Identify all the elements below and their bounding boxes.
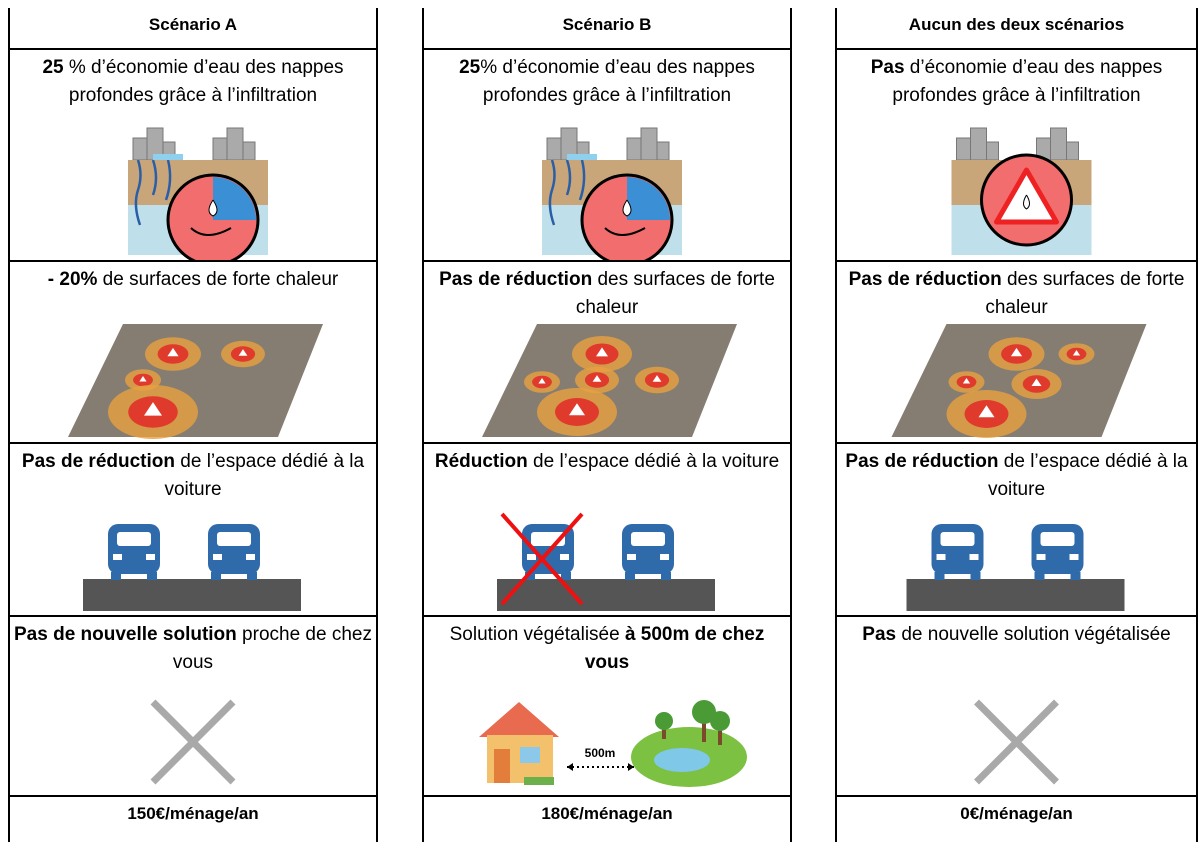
criterion-cell: Pas de réduction de l’espace dédié à la …	[837, 442, 1196, 615]
criterion-cell: Pas de nouvelle solution végétalisée	[837, 615, 1196, 795]
illustration	[906, 524, 1125, 611]
text-run: de l’espace dédié à la voiture	[164, 451, 365, 500]
criterion-cell: Réduction de l’espace dédié à la voiture	[424, 442, 790, 615]
text-run: 25	[459, 57, 481, 78]
text-run: de surfaces de forte chaleur	[97, 269, 339, 290]
text-run: Pas	[870, 57, 905, 78]
text-run: Pas de réduction	[845, 451, 999, 472]
cell-text: Pas de réduction de l’espace dédié à la …	[14, 448, 372, 504]
text-run: % d’économie d’eau des nappes profondes …	[63, 57, 344, 106]
criterion-cell: Pas de réduction des surfaces de forte c…	[837, 260, 1196, 442]
criterion-cell: Pas de nouvelle solution proche de chez …	[10, 615, 376, 795]
illustration	[974, 699, 1059, 785]
criterion-cell: 25% d’économie d’eau des nappes profonde…	[424, 48, 790, 262]
cell-text: Solution végétalisée à 500m de chez vous	[428, 621, 786, 677]
illustration	[891, 324, 1147, 438]
text-run: proche de chez vous	[172, 624, 372, 673]
criterion-cell: Pas d’économie d’eau des nappes profonde…	[837, 48, 1196, 260]
scenario-column: Scénario B 25% d’économie d’eau des nappe…	[422, 8, 792, 842]
text-run: 25	[42, 57, 64, 78]
text-run: d’économie d’eau des nappes profondes gr…	[892, 57, 1163, 106]
illustration	[128, 127, 268, 262]
illustration	[497, 512, 715, 611]
criterion-cell: Pas de réduction des surfaces de forte c…	[424, 260, 790, 442]
text-run: Pas	[862, 624, 897, 645]
illustration: 500m	[479, 700, 747, 787]
cell-text: 25% d’économie d’eau des nappes profonde…	[428, 54, 786, 110]
cell-text: Réduction de l’espace dédié à la voiture	[428, 448, 786, 476]
illustration	[68, 324, 323, 439]
illustration	[83, 524, 301, 611]
text-run: Solution végétalisée	[449, 624, 625, 645]
cost-cell: 150€/ménage/an	[10, 795, 376, 855]
column-header: Scénario A	[148, 15, 238, 34]
criterion-cell: - 20% de surfaces de forte chaleur	[10, 260, 376, 442]
illustration	[951, 127, 1092, 255]
scenario-column: Aucun des deux scénarios Pas d’économie d…	[835, 8, 1198, 842]
cell-text: Pas de nouvelle solution végétalisée	[841, 621, 1192, 649]
text-run: Réduction	[434, 451, 528, 472]
text-run: de nouvelle solution végétalisée	[896, 624, 1171, 645]
text-run: Pas de réduction	[439, 269, 593, 290]
cell-text: Pas d’économie d’eau des nappes profonde…	[841, 54, 1192, 110]
criterion-cell: 25 % d’économie d’eau des nappes profond…	[10, 48, 376, 262]
text-run: Pas de réduction	[21, 451, 175, 472]
illustration	[482, 324, 737, 437]
cost-cell: 180€/ménage/an	[424, 795, 790, 855]
cell-text: Pas de nouvelle solution proche de chez …	[14, 621, 372, 677]
text-run: - 20%	[47, 269, 98, 290]
column-header: Aucun des deux scénarios	[908, 15, 1125, 34]
text-run: des surfaces de forte chaleur	[575, 269, 775, 318]
scenario-column: Scénario A 25 % d’économie d’eau des napp…	[8, 8, 378, 842]
criterion-cell: 500m Solution végétalisée à 500m de chez …	[424, 615, 790, 795]
cell-text: - 20% de surfaces de forte chaleur	[14, 266, 372, 294]
text-run: à 500m de chez vous	[584, 624, 765, 673]
illustration	[150, 699, 236, 785]
text-run: Pas de réduction	[848, 269, 1002, 290]
text-run: des surfaces de forte chaleur	[985, 269, 1185, 318]
text-run: de l’espace dédié à la voiture	[527, 451, 780, 472]
text-run: Pas de nouvelle solution	[14, 624, 237, 645]
column-header: Scénario B	[562, 15, 652, 34]
distance-label: 500m	[585, 746, 616, 760]
text-run: % d’économie d’eau des nappes profondes …	[480, 57, 755, 106]
criterion-cell: Pas de réduction de l’espace dédié à la …	[10, 442, 376, 615]
cost-cell: 0€/ménage/an	[837, 795, 1196, 855]
illustration	[542, 127, 682, 262]
text-run: de l’espace dédié à la voiture	[987, 451, 1188, 500]
cell-text: Pas de réduction des surfaces de forte c…	[841, 266, 1192, 322]
cell-text: Pas de réduction de l’espace dédié à la …	[841, 448, 1192, 504]
cell-text: 25 % d’économie d’eau des nappes profond…	[14, 54, 372, 110]
cell-text: Pas de réduction des surfaces de forte c…	[428, 266, 786, 322]
